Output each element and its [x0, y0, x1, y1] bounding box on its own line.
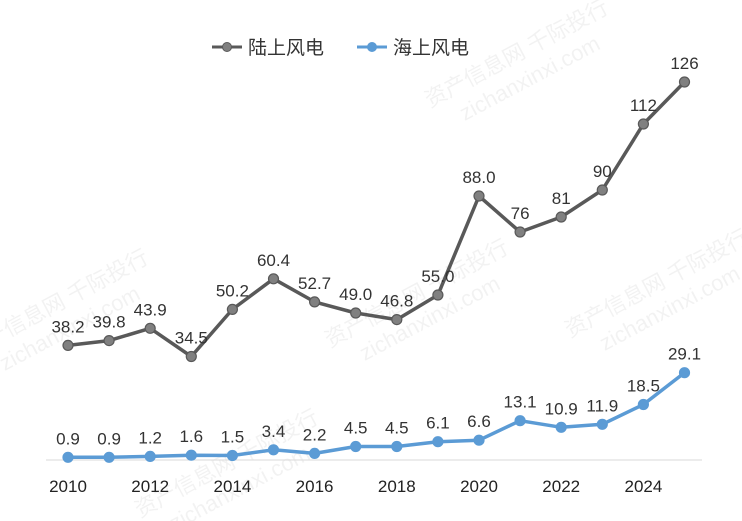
data-point [391, 314, 403, 326]
data-point [267, 273, 280, 285]
data-point [309, 296, 321, 308]
data-label: 81 [552, 189, 571, 208]
data-point [514, 226, 526, 238]
data-label: 76 [511, 204, 530, 223]
data-point [226, 449, 238, 462]
data-label: 60.4 [257, 251, 290, 270]
data-label: 50.2 [216, 281, 249, 300]
data-point [637, 118, 650, 130]
data-label: 38.2 [51, 317, 84, 336]
data-point [514, 415, 526, 427]
data-label: 2.2 [303, 425, 327, 444]
data-label: 0.9 [56, 429, 80, 448]
data-point [473, 434, 485, 446]
data-point [62, 339, 74, 351]
data-point [555, 421, 567, 433]
data-point [637, 398, 650, 411]
series-layer: 38.2 39.8 43.9 34.5 50.2 60.4 52.7 49.0 46.8 55.0… [51, 54, 701, 463]
series-line [67, 80, 686, 359]
data-label: 4.5 [385, 419, 409, 438]
data-label: 1.6 [179, 427, 203, 446]
data-label: 3.4 [262, 422, 286, 441]
data-label: 10.9 [545, 399, 578, 418]
data-point [391, 440, 403, 453]
data-point [185, 350, 197, 363]
data-label: 46.8 [380, 292, 413, 311]
x-tick-label: 2024 [624, 477, 662, 496]
data-label: 43.9 [134, 300, 167, 319]
x-tick-label: 2014 [213, 477, 251, 496]
data-label: 18.5 [627, 377, 660, 396]
data-label: 126 [670, 54, 698, 73]
data-point [350, 440, 362, 453]
x-tick-label: 2016 [296, 477, 334, 496]
data-point [678, 367, 691, 379]
x-tick-label: 2010 [49, 477, 87, 496]
legend-label: 海上风电 [393, 37, 469, 59]
data-point [144, 322, 156, 334]
data-point [432, 436, 444, 448]
data-point [350, 307, 362, 319]
x-tick-label: 2018 [378, 477, 416, 496]
data-point [555, 211, 567, 223]
legend: 陆上风电 海上风电 [212, 37, 469, 59]
data-label: 49.0 [339, 285, 372, 304]
data-label: 34.5 [175, 329, 208, 348]
data-label: 13.1 [504, 393, 537, 412]
legend-marker [367, 42, 377, 52]
data-point [267, 444, 280, 456]
data-label: 4.5 [344, 419, 368, 438]
series-onshore: 38.2 39.8 43.9 34.5 50.2 60.4 52.7 49.0 46.8 55.0… [51, 54, 699, 363]
series-line [68, 371, 686, 460]
data-point [309, 447, 321, 459]
data-label: 11.9 [586, 396, 618, 415]
data-point [185, 449, 197, 461]
data-point [432, 289, 444, 301]
data-point [473, 190, 485, 202]
data-point [103, 335, 115, 347]
data-point [678, 76, 691, 88]
data-label: 88.0 [462, 168, 495, 187]
data-label: 39.8 [93, 313, 126, 332]
data-label: 52.7 [298, 274, 331, 293]
x-tick-label: 2012 [131, 477, 169, 496]
data-label: 6.1 [426, 414, 450, 433]
data-label: 0.9 [97, 429, 121, 448]
data-point [62, 451, 74, 463]
data-point [103, 451, 115, 463]
legend-label: 陆上风电 [248, 37, 324, 59]
data-label: 112 [630, 96, 657, 115]
data-label: 1.2 [138, 428, 162, 447]
data-point [144, 450, 156, 462]
data-point [596, 418, 608, 430]
x-tick-label: 2020 [460, 477, 498, 496]
data-label: 29.1 [668, 345, 701, 364]
x-tick-label: 2022 [542, 477, 580, 496]
x-axis: 2010 2012 2014 2016 2018 2020 2022 2024 [46, 459, 702, 496]
data-point [596, 184, 608, 196]
data-label: 55.0 [421, 267, 454, 286]
data-label: 90 [593, 162, 612, 181]
series-offshore: 0.9 0.9 1.2 1.6 1.5 3.4 2.2 4.5 4.5 6.1 6.6 13.1 10.… [56, 345, 701, 463]
data-label: 1.5 [221, 428, 245, 447]
legend-marker [222, 42, 232, 52]
data-label: 6.6 [467, 412, 491, 431]
data-point [226, 303, 238, 315]
